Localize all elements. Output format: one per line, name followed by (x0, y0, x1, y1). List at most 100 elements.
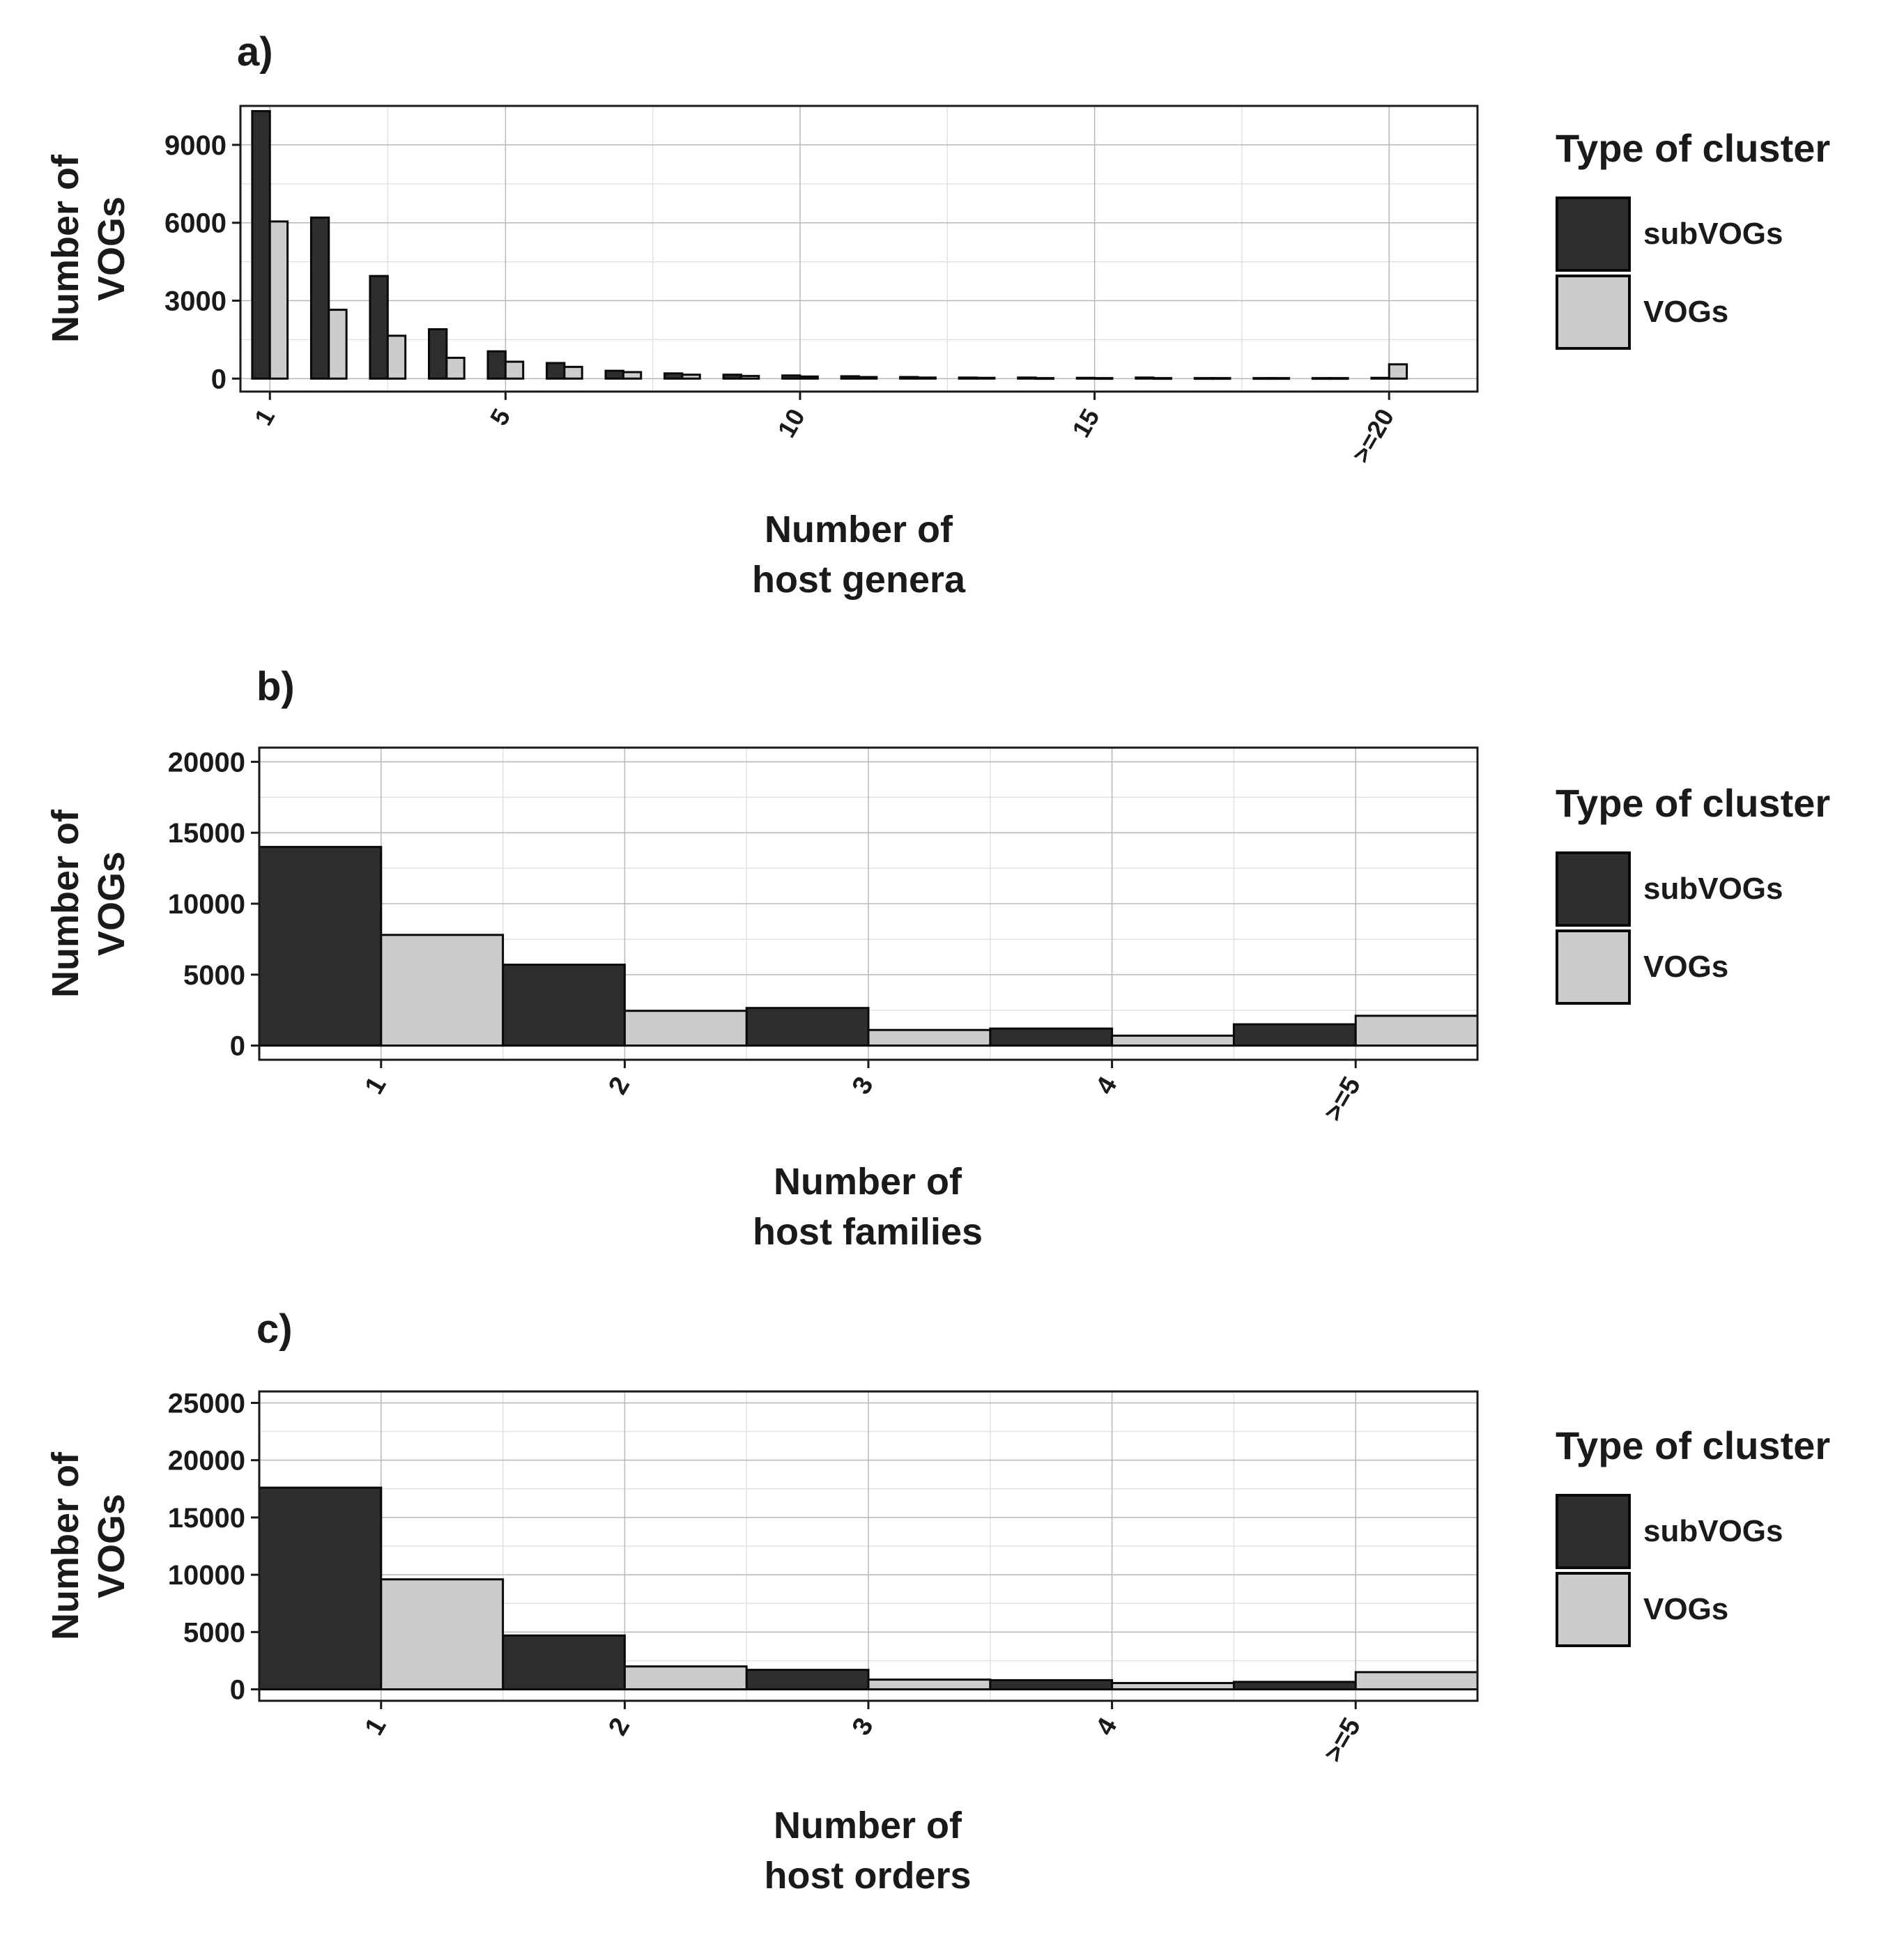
x-tick-label: 5 (484, 404, 516, 431)
bar-subVOGs-11 (840, 375, 860, 380)
y-axis-title-line: Number of (45, 809, 86, 998)
panel-label: a) (237, 29, 273, 75)
bar-subVOGs-19 (1311, 377, 1332, 380)
y-tick-label: 10000 (168, 1560, 245, 1591)
panel-label: b) (256, 664, 295, 709)
x-tick-label: 1 (360, 1713, 392, 1741)
y-axis-title: Number of VOGs (45, 1451, 132, 1640)
y-tick-label: 0 (211, 364, 227, 394)
panel-label: c) (256, 1306, 293, 1352)
bar-VOGs-16 (1152, 377, 1172, 380)
x-tick-label: 4 (1090, 1072, 1123, 1099)
bar-VOGs-17 (1211, 377, 1231, 380)
bar-subVOGs-7 (604, 369, 624, 380)
legend-label-subVOGs: subVOGs (1643, 1514, 1783, 1548)
panel-c: c) 0 5000 10000 15000 20000 25000 1 2 3 4 >=5 Number… (45, 1306, 1830, 1897)
y-tick-label: 0 (230, 1031, 245, 1062)
x-tick-label: 1 (249, 404, 281, 431)
bar-VOGs-19 (1329, 377, 1349, 380)
bar-VOGs-1 (268, 220, 289, 380)
x-tick-label: 3 (847, 1072, 880, 1099)
legend-label-VOGs: VOGs (1643, 950, 1728, 984)
bar-subVOGs-10 (781, 374, 801, 380)
y-tick-label: 20000 (168, 1446, 245, 1476)
bar-VOGs->=5 (1354, 1014, 1479, 1047)
bar-subVOGs-9 (722, 373, 742, 380)
x-tick-label: 1 (360, 1072, 392, 1099)
x-tick-label: 15 (1066, 404, 1105, 442)
bar-VOGs-3 (867, 1028, 992, 1047)
legend: Type of cluster subVOGs VOGs (1556, 126, 1830, 350)
bar-VOGs-4 (1111, 1034, 1235, 1047)
bar-subVOGs-8 (663, 372, 684, 380)
y-axis-title-line: VOGs (91, 1494, 132, 1598)
y-tick-label: 10000 (168, 889, 245, 920)
y-axis-title: Number of VOGs (45, 154, 132, 343)
bar-VOGs-8 (681, 373, 701, 380)
x-tick-label: 2 (603, 1072, 636, 1099)
y-tick-label: 25000 (168, 1388, 245, 1419)
x-tick-label: >=20 (1346, 404, 1400, 468)
bar-subVOGs-2 (502, 1634, 626, 1691)
bar-subVOGs-3 (369, 275, 389, 380)
panel-border (239, 105, 1479, 393)
legend-title: Type of cluster (1556, 1423, 1830, 1467)
plot-background (240, 106, 1477, 392)
x-axis-title-line: Number of (774, 1161, 962, 1203)
x-axis-title: Number of host genera (752, 509, 966, 601)
bar-VOGs-4 (445, 357, 466, 380)
bar-subVOGs->=5 (1232, 1681, 1357, 1691)
bar-VOGs-2 (623, 1665, 748, 1691)
bar-VOGs-4 (1111, 1682, 1235, 1691)
legend-key-subVOGs (1556, 1494, 1631, 1569)
y-axis-title-line: VOGs (91, 196, 132, 301)
bar-VOGs-1 (380, 934, 505, 1047)
bar-subVOGs-4 (989, 1679, 1114, 1691)
bar-subVOGs-1 (251, 109, 271, 380)
bar-VOGs-15 (1093, 377, 1114, 380)
bar-VOGs-2 (623, 1010, 748, 1047)
y-tick-label: 15000 (168, 1503, 245, 1534)
x-tick-label: >=5 (1319, 1713, 1367, 1768)
y-tick-label: 5000 (183, 960, 245, 991)
y-tick-label: 15000 (168, 818, 245, 849)
legend-title: Type of cluster (1556, 781, 1830, 825)
bar-VOGs-7 (622, 371, 643, 380)
bar-subVOGs-2 (309, 216, 330, 380)
x-axis-title: Number of host families (753, 1161, 983, 1253)
y-axis-title-line: VOGs (91, 851, 132, 956)
bar-subVOGs-1 (258, 846, 383, 1047)
legend-label-subVOGs: subVOGs (1643, 217, 1783, 251)
bar-subVOGs-3 (745, 1669, 870, 1691)
bar-subVOGs-5 (486, 350, 507, 380)
legend-key-VOGs (1556, 275, 1631, 350)
bar-VOGs-18 (1270, 377, 1291, 380)
bar-subVOGs-18 (1252, 377, 1273, 380)
legend-key-VOGs (1556, 929, 1631, 1005)
x-axis-title-line: host families (753, 1211, 983, 1253)
bar-VOGs-11 (858, 376, 878, 380)
x-tick-label: 3 (847, 1713, 880, 1741)
x-axis-title: Number of host orders (764, 1805, 971, 1897)
legend-key-subVOGs (1556, 196, 1631, 272)
bar-VOGs-9 (739, 375, 760, 380)
bar-subVOGs->=5 (1232, 1023, 1357, 1047)
x-tick-label: 4 (1090, 1713, 1123, 1741)
legend-label-VOGs: VOGs (1643, 295, 1728, 329)
y-tick-label: 3000 (164, 286, 227, 317)
bar-VOGs-3 (867, 1679, 992, 1691)
bar-VOGs-14 (1034, 377, 1054, 380)
y-tick-label: 6000 (164, 208, 227, 239)
bar-VOGs-1 (380, 1578, 505, 1691)
x-tick-label: 2 (603, 1713, 636, 1741)
x-axis-title-line: Number of (765, 509, 953, 550)
legend-label-VOGs: VOGs (1643, 1592, 1728, 1626)
bar-VOGs-6 (563, 366, 583, 380)
bar-VOGs-3 (386, 334, 407, 380)
y-tick-label: 20000 (168, 747, 245, 778)
x-axis-title-line: host genera (752, 559, 966, 601)
bar-subVOGs-1 (258, 1486, 383, 1691)
